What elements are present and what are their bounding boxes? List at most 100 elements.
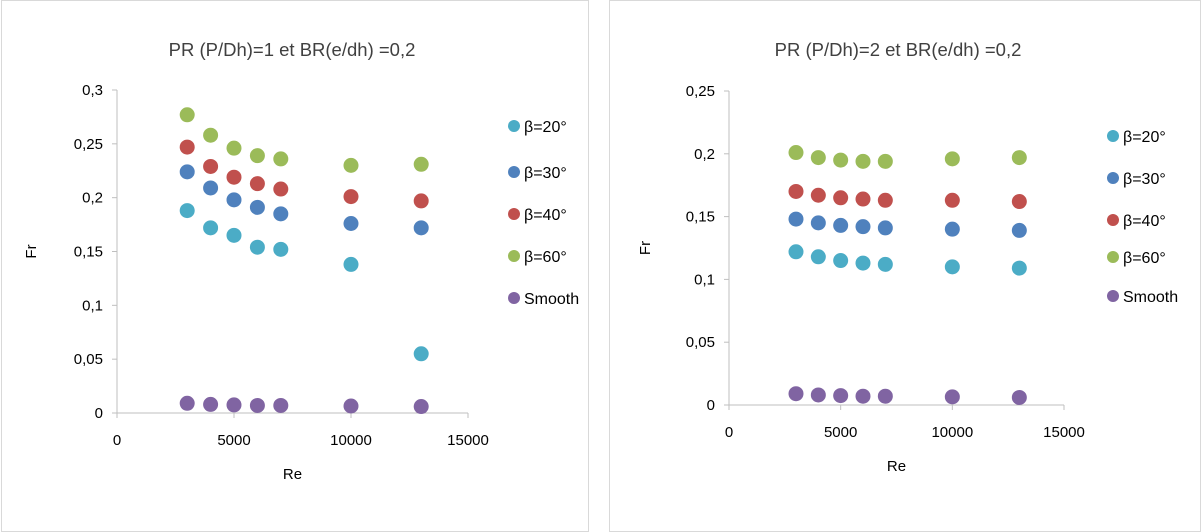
legend-marker <box>1107 214 1119 226</box>
legend-marker <box>508 250 520 262</box>
data-point-40-2 <box>226 169 242 185</box>
data-point-Smooth-4 <box>273 397 289 413</box>
chart-svg-left: PR (P/Dh)=1 et BR(e/dh) =0,2 0 5000 10000 15… <box>23 39 579 483</box>
data-point-30-0 <box>788 211 804 227</box>
data-point-Smooth-5 <box>944 389 960 405</box>
data-point-Smooth-2 <box>833 388 849 404</box>
data-point-Smooth-4 <box>877 388 893 404</box>
data-point-Smooth-6 <box>413 399 429 415</box>
y-tick-label: 0,25 <box>74 136 103 153</box>
data-point-20-5 <box>343 256 359 272</box>
data-point-Smooth-3 <box>855 388 871 404</box>
data-point-40-1 <box>203 158 219 174</box>
data-point-20-5 <box>944 259 960 275</box>
y-axis-label: Fr <box>23 244 40 258</box>
legend-entry-label: β=60° <box>1123 250 1166 267</box>
data-point-60-4 <box>273 151 289 167</box>
data-point-40-4 <box>273 181 289 197</box>
data-point-60-3 <box>249 148 265 164</box>
data-point-20-2 <box>226 227 242 243</box>
data-point-20-4 <box>273 241 289 257</box>
data-point-60-5 <box>944 151 960 167</box>
data-point-20-6 <box>1011 260 1027 276</box>
data-point-40-0 <box>179 139 195 155</box>
data-point-60-6 <box>1011 150 1027 166</box>
legend-marker <box>508 120 520 132</box>
x-tick-label: 10000 <box>931 424 973 441</box>
data-point-30-6 <box>413 220 429 236</box>
legend-marker <box>1107 130 1119 142</box>
x-tick-label: 10000 <box>330 432 372 449</box>
data-point-30-2 <box>833 217 849 233</box>
legend-marker <box>1107 290 1119 302</box>
data-point-Smooth-5 <box>343 398 359 414</box>
x-tick-label: 5000 <box>217 432 250 449</box>
data-point-60-5 <box>343 157 359 173</box>
data-point-40-6 <box>1011 194 1027 210</box>
legend-marker <box>1107 251 1119 263</box>
data-point-20-3 <box>249 239 265 255</box>
data-point-Smooth-6 <box>1011 389 1027 405</box>
legend-entry-label: β=20° <box>1123 129 1166 146</box>
chart-title: PR (P/Dh)=2 et BR(e/dh) =0,2 <box>775 39 1022 60</box>
data-point-60-1 <box>203 127 219 143</box>
data-point-60-0 <box>788 145 804 161</box>
y-tick-label: 0 <box>707 397 715 414</box>
data-point-30-1 <box>810 215 826 231</box>
data-point-20-3 <box>855 255 871 271</box>
x-tick-label: 5000 <box>824 424 857 441</box>
data-point-20-2 <box>833 253 849 269</box>
legend-entry-label: β=40° <box>1123 213 1166 230</box>
data-point-30-5 <box>944 221 960 237</box>
chart-panel-left: PR (P/Dh)=1 et BR(e/dh) =0,2 0 5000 10000 15… <box>1 0 589 532</box>
data-point-60-0 <box>179 107 195 123</box>
x-tick-label: 15000 <box>1043 424 1085 441</box>
data-point-Smooth-2 <box>226 397 242 413</box>
legend-entry-label: β=30° <box>524 165 567 182</box>
y-tick-label: 0,1 <box>694 271 715 288</box>
data-point-20-1 <box>203 220 219 236</box>
data-point-Smooth-3 <box>249 397 265 413</box>
legend-entry-label: β=60° <box>524 249 567 266</box>
y-tick-label: 0 <box>95 405 103 422</box>
data-point-20-0 <box>179 203 195 219</box>
data-point-40-2 <box>833 190 849 206</box>
legend-marker <box>508 166 520 178</box>
data-point-40-3 <box>249 176 265 192</box>
legend-marker <box>508 292 520 304</box>
data-point-60-4 <box>877 153 893 169</box>
x-tick-label: 0 <box>113 432 121 449</box>
data-point-40-5 <box>343 189 359 205</box>
data-point-Smooth-1 <box>810 387 826 403</box>
y-tick-label: 0,2 <box>694 146 715 163</box>
x-tick-label: 0 <box>725 424 733 441</box>
data-point-40-3 <box>855 191 871 207</box>
data-point-20-4 <box>877 256 893 272</box>
data-point-40-6 <box>413 193 429 209</box>
y-tick-label: 0,15 <box>74 244 103 261</box>
data-point-30-4 <box>273 206 289 222</box>
legend-entry-label: Smooth <box>524 291 579 308</box>
data-point-20-0 <box>788 244 804 260</box>
data-point-20-1 <box>810 249 826 265</box>
data-point-Smooth-0 <box>788 386 804 402</box>
x-axis-label: Re <box>887 458 906 475</box>
data-point-30-5 <box>343 216 359 232</box>
data-point-30-0 <box>179 164 195 180</box>
legend-marker <box>508 208 520 220</box>
chart-panel-right: PR (P/Dh)=2 et BR(e/dh) =0,2 0 5000 10000 15… <box>609 0 1201 532</box>
data-point-40-4 <box>877 192 893 208</box>
legend-entry-label: β=40° <box>524 207 567 224</box>
data-point-40-5 <box>944 192 960 208</box>
chart-svg-right: PR (P/Dh)=2 et BR(e/dh) =0,2 0 5000 10000 15… <box>637 39 1178 475</box>
x-axis-label: Re <box>283 466 302 483</box>
data-point-40-0 <box>788 183 804 199</box>
data-point-Smooth-1 <box>203 396 219 412</box>
data-point-30-1 <box>203 180 219 196</box>
data-point-60-3 <box>855 153 871 169</box>
data-point-60-6 <box>413 156 429 172</box>
data-point-Smooth-0 <box>179 395 195 411</box>
legend-entry-label: β=20° <box>524 119 567 136</box>
y-axis-label: Fr <box>637 241 654 255</box>
data-point-60-2 <box>226 140 242 156</box>
